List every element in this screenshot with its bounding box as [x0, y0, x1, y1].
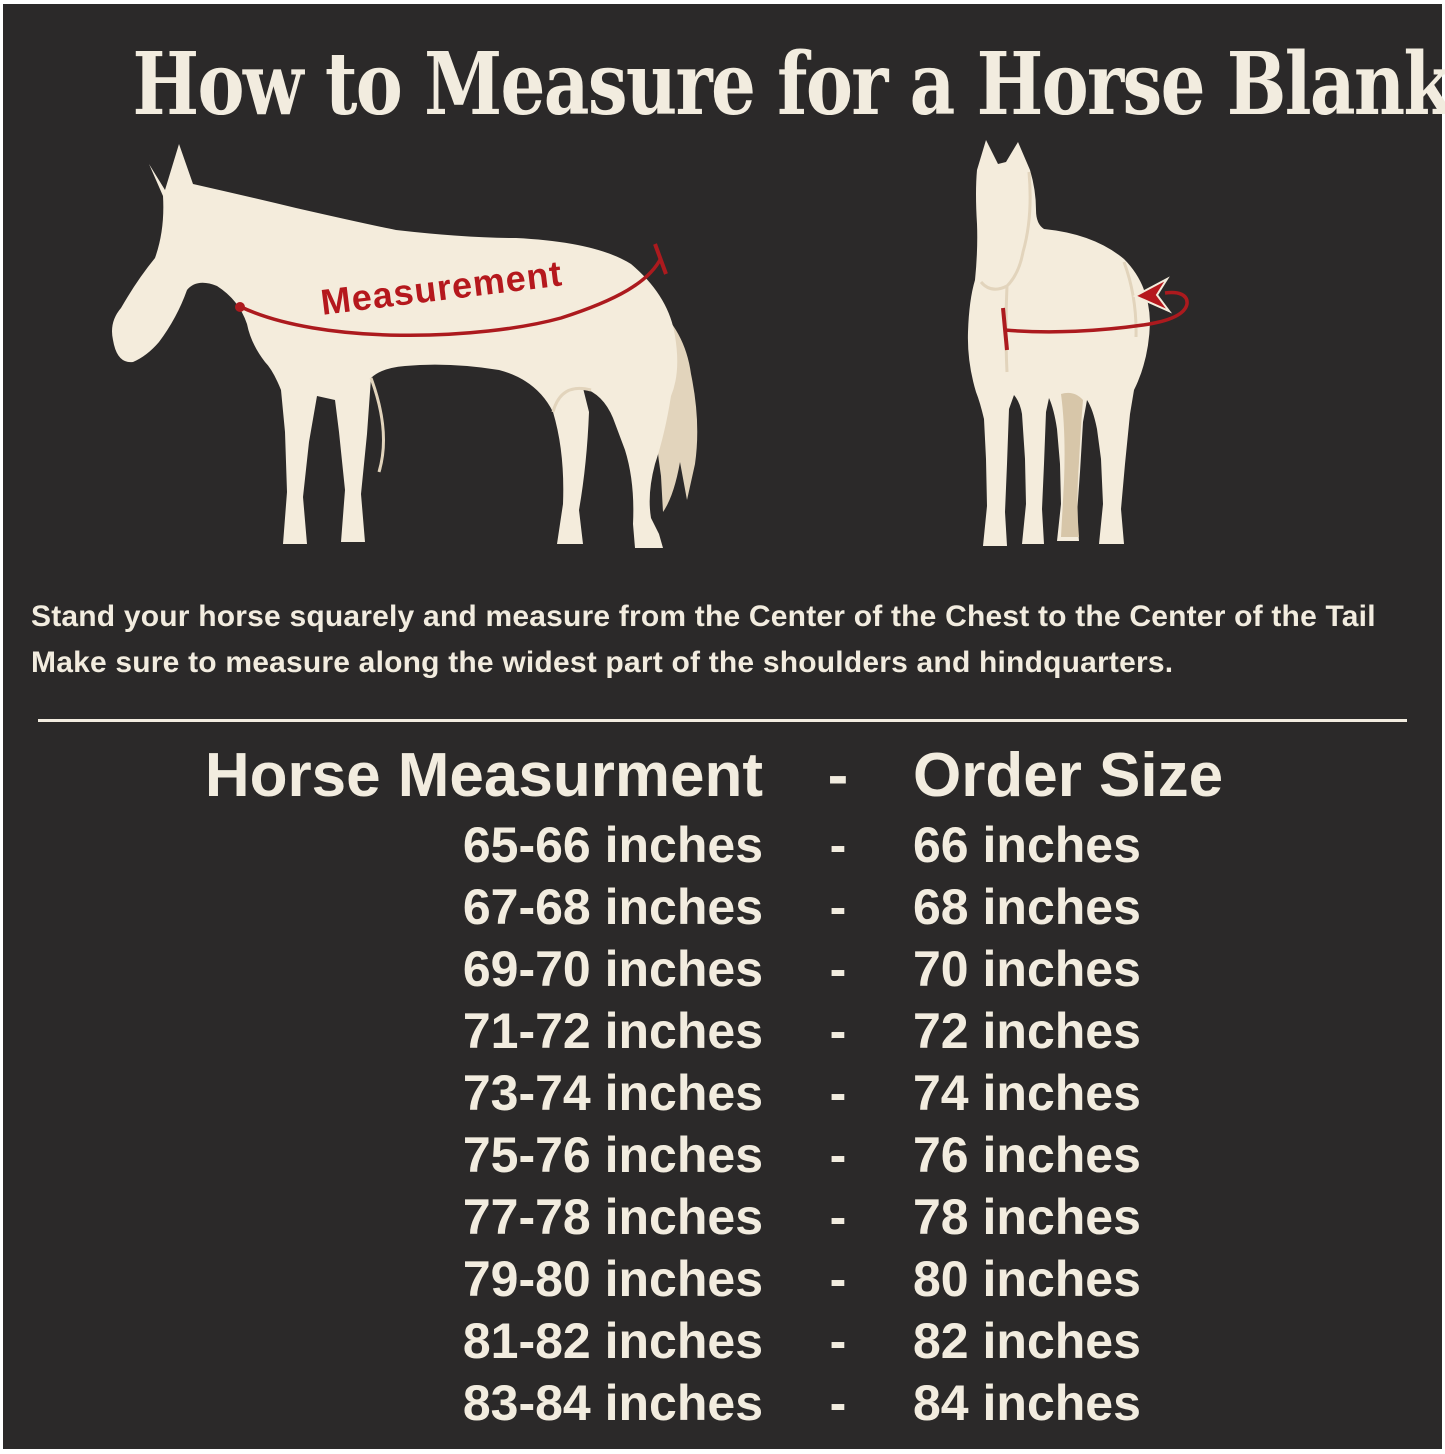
order-size-cell: 66 inches — [913, 817, 1141, 873]
separator-dash: - — [829, 879, 847, 935]
section-divider — [38, 719, 1407, 722]
separator-dash: - — [829, 817, 847, 873]
size-row: 79-80 inches - 80 inches — [3, 1250, 1442, 1312]
separator-dash: - — [829, 1065, 847, 1121]
size-row: 75-76 inches - 76 inches — [3, 1126, 1442, 1188]
separator-dash: - — [829, 1313, 847, 1369]
horse-measurement-cell: 77-78 inches — [462, 1189, 763, 1245]
separator-dash: - — [829, 1189, 847, 1245]
header-horse-measurement: Horse Measurment — [204, 741, 763, 810]
separator-dash: - — [829, 941, 847, 997]
horse-measurement-cell: 83-84 inches — [462, 1375, 763, 1431]
size-row: 77-78 inches - 78 inches — [3, 1188, 1442, 1250]
order-size-cell: 84 inches — [913, 1375, 1141, 1431]
horse-measurement-cell: 71-72 inches — [462, 1003, 763, 1059]
measurement-arc-start — [235, 302, 245, 312]
order-size-cell: 72 inches — [913, 1003, 1141, 1059]
size-row: 73-74 inches - 74 inches — [3, 1064, 1442, 1126]
horse-measurement-cell: 69-70 inches — [462, 941, 763, 997]
instructions-line-1: Stand your horse squarely and measure fr… — [31, 600, 1376, 633]
girth-line — [1004, 290, 1189, 334]
order-size-cell: 68 inches — [913, 879, 1141, 935]
order-size-cell: 76 inches — [913, 1127, 1141, 1183]
header-separator-dash: - — [827, 741, 849, 810]
separator-dash: - — [829, 1127, 847, 1183]
size-row: 65-66 inches - 66 inches — [3, 816, 1442, 878]
horse-measurement-cell: 75-76 inches — [462, 1127, 763, 1183]
separator-dash: - — [829, 1375, 847, 1431]
separator-dash: - — [829, 1251, 847, 1307]
instructions-line-2: Make sure to measure along the widest pa… — [31, 646, 1174, 679]
horse-measurement-cell: 67-68 inches — [462, 879, 763, 935]
horse-shading-line — [369, 377, 592, 473]
size-row: 71-72 inches - 72 inches — [3, 1002, 1442, 1064]
size-row: 67-68 inches - 68 inches — [3, 878, 1442, 940]
order-size-cell: 82 inches — [913, 1313, 1141, 1369]
horse-measurement-cell: 73-74 inches — [462, 1065, 763, 1121]
header-order-size: Order Size — [913, 741, 1224, 810]
size-row: 81-82 inches - 82 inches — [3, 1312, 1442, 1374]
separator-dash: - — [829, 1003, 847, 1059]
size-row: 83-84 inches - 84 inches — [3, 1374, 1442, 1436]
order-size-cell: 78 inches — [913, 1189, 1141, 1245]
horse-body — [967, 140, 1150, 546]
measurement-arc — [238, 257, 663, 338]
order-size-cell: 70 inches — [913, 941, 1141, 997]
size-row: 69-70 inches - 70 inches — [3, 940, 1442, 1002]
size-chart-header: Horse Measurment - Order Size — [3, 740, 1442, 816]
horse-measurement-cell: 81-82 inches — [462, 1313, 763, 1369]
horse-measurement-cell: 79-80 inches — [462, 1251, 763, 1307]
order-size-cell: 74 inches — [913, 1065, 1141, 1121]
instructions-text: Stand your horse squarely and measure fr… — [31, 594, 1422, 686]
measurement-arc-tick — [653, 243, 668, 275]
order-size-cell: 80 inches — [913, 1251, 1141, 1307]
infographic-panel: How to Measure for a Horse Blanket Measu… — [3, 4, 1445, 1449]
side-view-horse-diagram: Measurement — [112, 144, 698, 548]
size-chart: Horse Measurment - Order Size 65-66 inch… — [3, 740, 1442, 1436]
girth-line-tick — [1001, 307, 1009, 351]
page-title: How to Measure for a Horse Blanket — [132, 34, 1445, 135]
girth-arrowhead — [1132, 276, 1173, 314]
horse-measurement-cell: 65-66 inches — [462, 817, 763, 873]
horse-body — [112, 144, 678, 548]
horse-leg-shading — [1061, 392, 1083, 537]
front-view-horse-diagram — [967, 140, 1189, 546]
